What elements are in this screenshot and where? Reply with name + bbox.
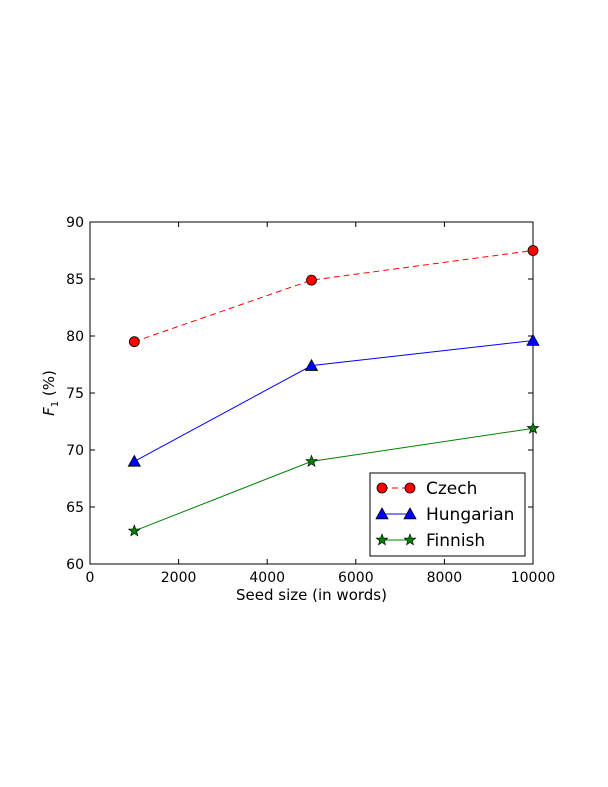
legend-item-hungarian: Hungarian [375, 505, 514, 525]
legend-marker [403, 507, 417, 520]
data-point-finnish [526, 421, 540, 434]
data-point-hungarian [304, 358, 319, 371]
data-point-czech [306, 274, 317, 286]
legend-label: Finnish [426, 531, 485, 551]
data-point-hungarian [127, 454, 141, 467]
y-axis-label-suffix: (%) [40, 370, 58, 401]
x-tick-label: 6000 [338, 570, 374, 586]
x-tick-label: 2000 [161, 570, 197, 586]
y-tick-label: 60 [66, 557, 84, 573]
legend-marker [375, 533, 389, 546]
data-point-hungarian [526, 333, 540, 346]
x-axis-label: Seed size (in words) [236, 586, 387, 604]
legend-marker [403, 533, 417, 546]
y-tick-label: 90 [66, 215, 84, 231]
series-czech [128, 245, 539, 348]
legend-item-finnish: Finnish [375, 531, 485, 551]
data-point-finnish [304, 454, 319, 467]
legend-marker [376, 482, 388, 494]
y-tick-label: 75 [66, 386, 84, 402]
x-tick-label: 8000 [427, 570, 463, 586]
legend-label: Czech [426, 479, 477, 499]
x-tick-label: 10000 [511, 570, 556, 586]
y-tick-label: 85 [66, 272, 84, 288]
data-point-finnish [127, 524, 141, 537]
y-axis-label: F1 (%) [40, 370, 61, 416]
y-tick-label: 70 [66, 443, 84, 459]
legend-item-czech: Czech [376, 479, 477, 499]
y-axis-label-sub: 1 [50, 401, 61, 407]
legend: Czech Hungarian Finnish [369, 472, 526, 557]
ticks-layer: 0 2000 4000 6000 8000 10000 60 65 70 75 80 85 90 [66, 215, 555, 586]
y-tick-label: 80 [66, 329, 84, 345]
y-tick-label: 65 [66, 500, 84, 516]
data-point-czech [527, 245, 539, 256]
x-tick-label: 4000 [249, 570, 285, 586]
legend-label: Hungarian [426, 505, 514, 525]
legend-marker [404, 482, 416, 494]
data-point-czech [128, 336, 140, 348]
series-hungarian [127, 333, 540, 467]
series-finnish [127, 421, 540, 537]
x-tick-label: 0 [86, 570, 95, 586]
legend-marker [375, 507, 389, 520]
series-line-czech [134, 250, 534, 343]
y-axis-label-main: F [40, 407, 58, 416]
series-layer [127, 245, 540, 537]
